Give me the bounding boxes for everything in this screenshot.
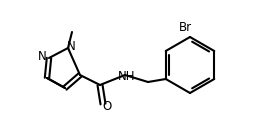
Text: NH: NH bbox=[118, 69, 136, 82]
Text: Br: Br bbox=[178, 20, 192, 33]
Text: N: N bbox=[67, 39, 75, 52]
Text: N: N bbox=[38, 50, 46, 62]
Text: O: O bbox=[102, 100, 112, 113]
